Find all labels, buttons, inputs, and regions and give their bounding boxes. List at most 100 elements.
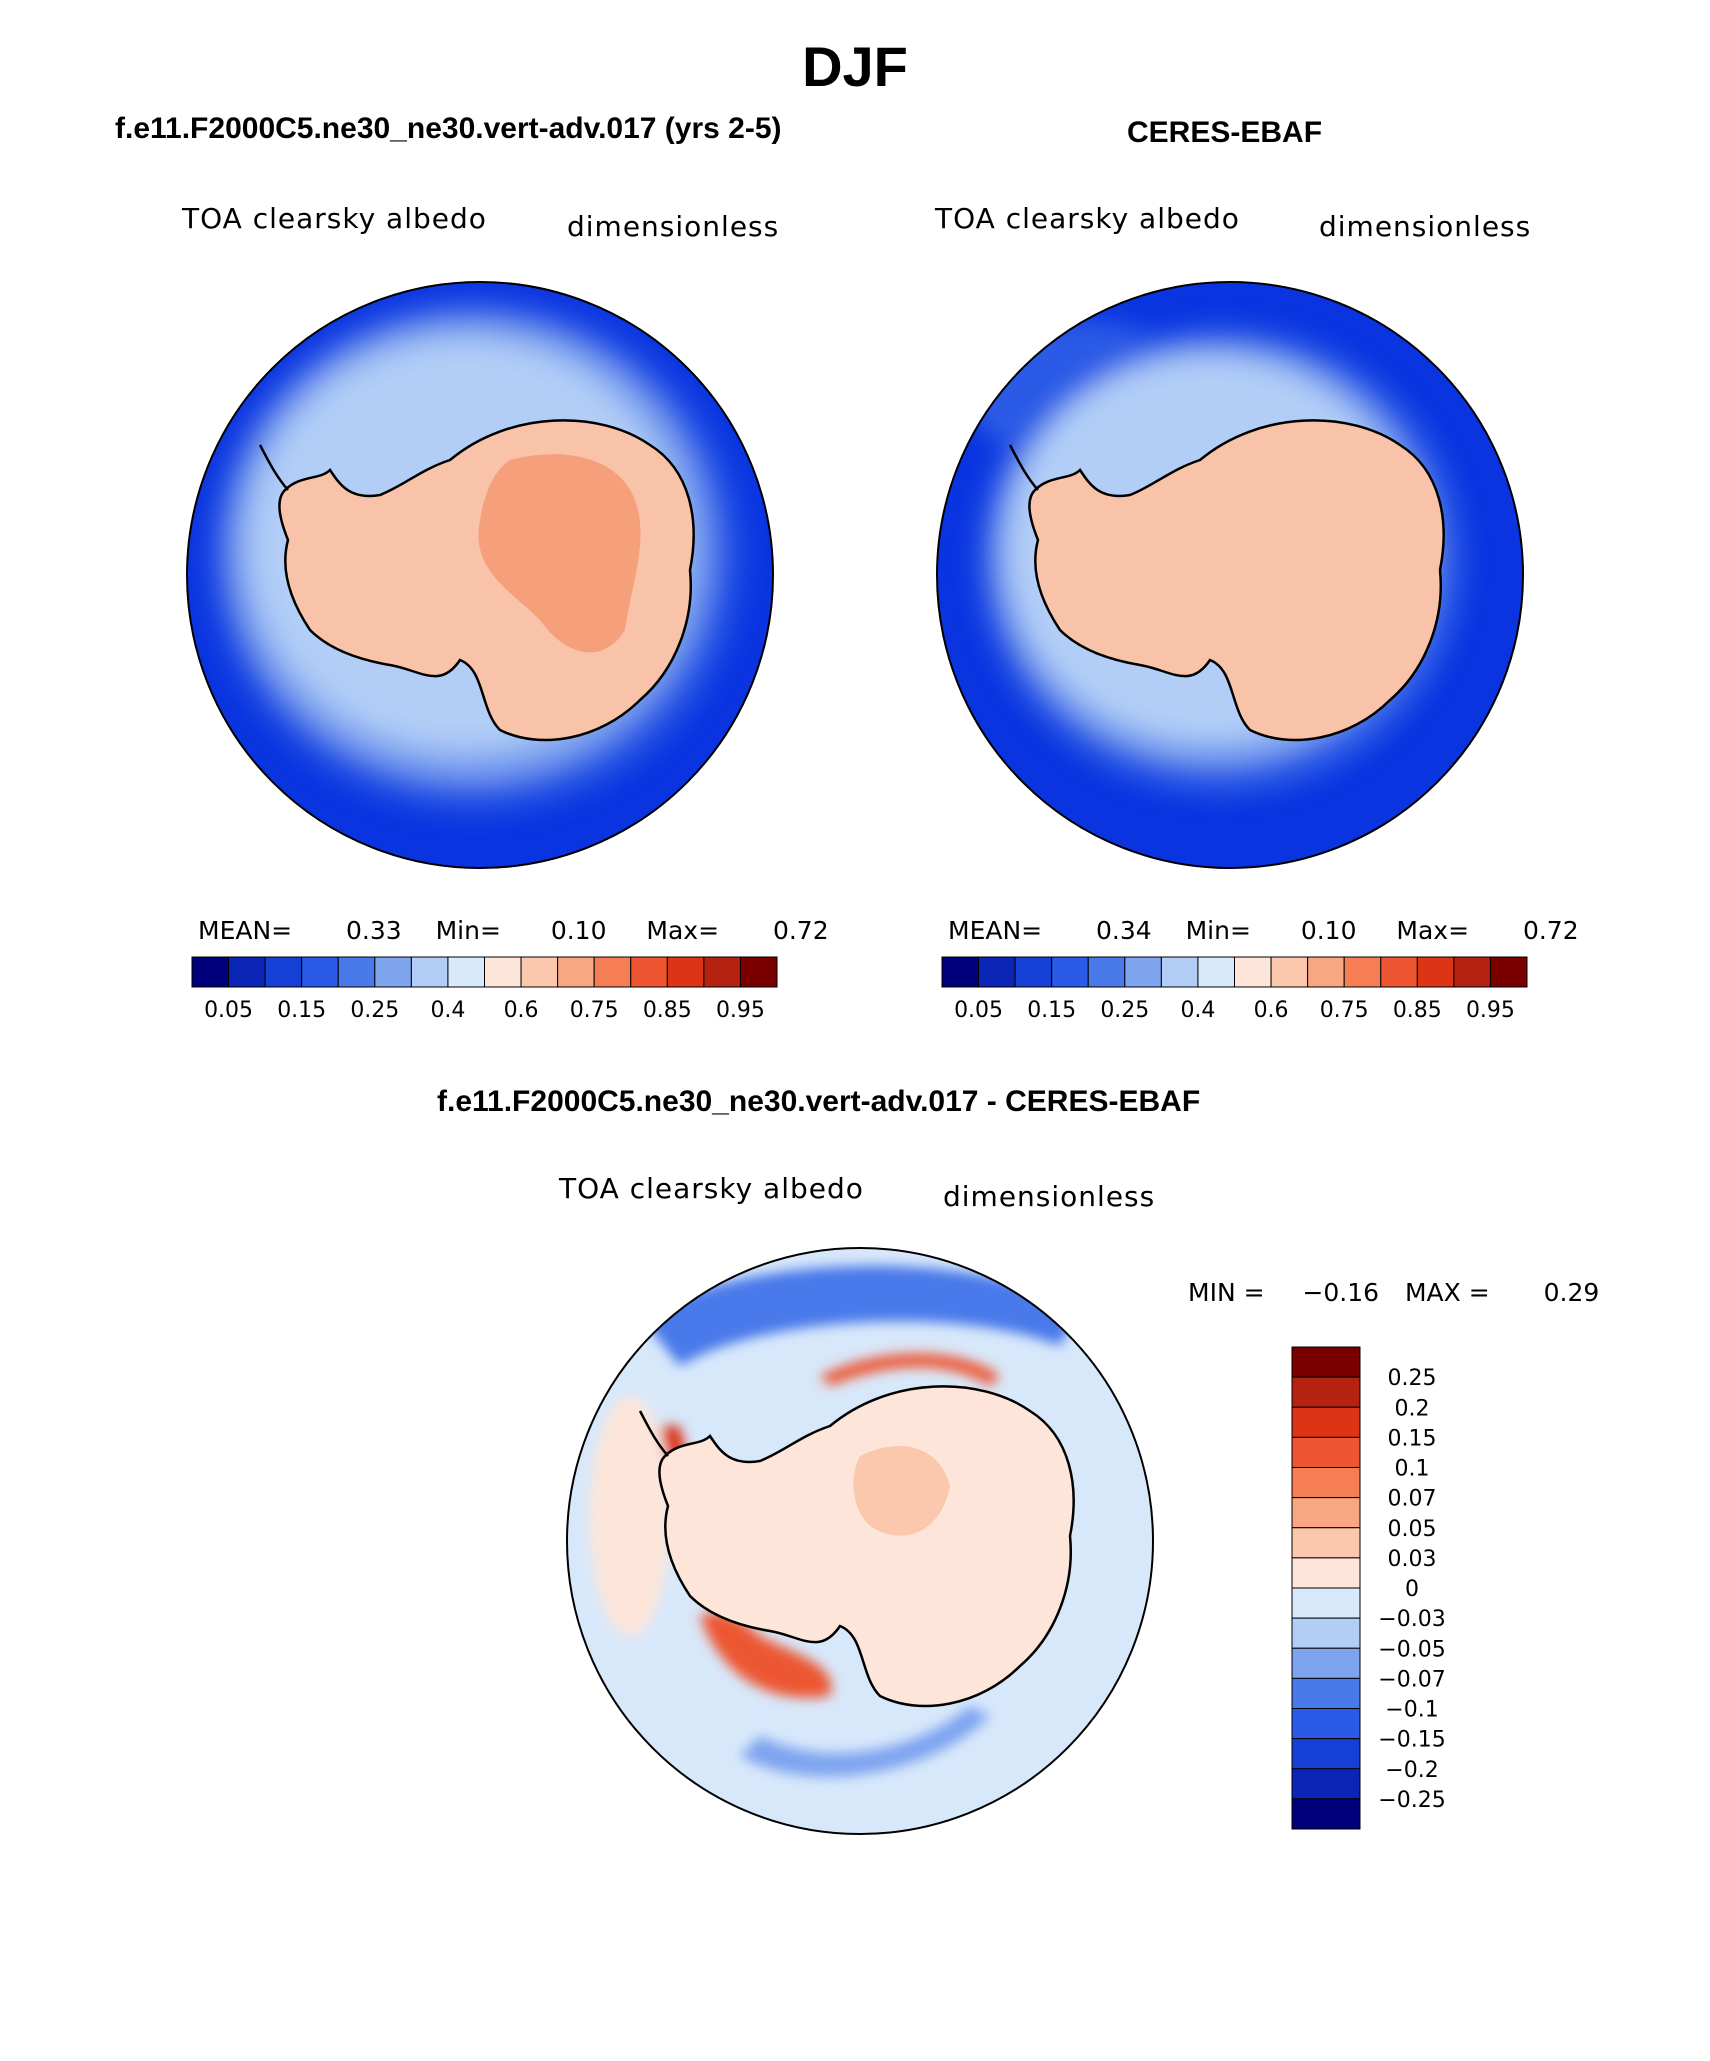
colorbar-swatch	[666, 956, 705, 988]
colorbar-tick-label: 0.03	[1388, 1547, 1437, 1572]
colorbar-tick-label: 0.6	[504, 998, 539, 1023]
colorbar-tick-label: 0.4	[1180, 998, 1215, 1023]
colorbar-tick-label: 0.2	[1395, 1396, 1430, 1421]
colorbar-tick-label: −0.15	[1378, 1728, 1445, 1753]
colorbar-swatch	[1087, 956, 1126, 988]
colorbar-swatch	[1014, 956, 1053, 988]
colorbar-swatch	[1291, 1497, 1361, 1529]
antarctic-peninsula	[258, 444, 289, 491]
colorbar-swatch	[337, 956, 376, 988]
panel2-stats: MEAN= 0.34 Min= 0.10 Max= 0.72	[948, 916, 1579, 945]
colorbar-ceres: 0.05 0.15 0.25 0.4 0.6 0.75 0.85 0.95	[941, 956, 1528, 1023]
colorbar-swatch	[1343, 956, 1382, 988]
colorbar-swatch	[703, 956, 741, 988]
colorbar-tick-label: 0.95	[716, 998, 765, 1023]
colorbar-tick-label: 0.25	[350, 998, 399, 1023]
colorbar-swatch	[410, 956, 449, 988]
colorbar-tick-label: −0.05	[1378, 1637, 1445, 1662]
colorbar-tick-label: 0.6	[1254, 998, 1289, 1023]
panel1-variable: TOA clearsky albedo	[182, 202, 487, 235]
colorbar-swatch	[484, 956, 522, 988]
colorbar-swatch	[1291, 1527, 1361, 1559]
colorbar-swatch	[1291, 1467, 1361, 1499]
panel1-units: dimensionless	[567, 210, 780, 243]
colorbar-swatch	[978, 956, 1016, 988]
colorbar-tick-label: 0.25	[1388, 1366, 1437, 1391]
max-label: Max=	[1396, 916, 1470, 945]
interior-positive-patch	[853, 1446, 950, 1536]
map-border	[186, 281, 774, 869]
colorbar-swatch	[1291, 1738, 1361, 1770]
colorbar-tick-label: 0.15	[1027, 998, 1076, 1023]
east-antarctic-plateau	[478, 454, 641, 653]
map-border	[566, 1247, 1154, 1835]
max-label: MAX =	[1404, 1278, 1490, 1307]
colorbar-tick-label: 0.05	[204, 998, 253, 1023]
mean-value: 0.33	[346, 916, 402, 945]
min-value: 0.10	[550, 916, 607, 945]
colorbar-swatch	[1416, 956, 1455, 988]
colorbar-swatch	[1291, 1557, 1361, 1589]
colorbar-swatch	[1291, 1677, 1361, 1709]
colorbar-tick-label: 0.4	[430, 998, 465, 1023]
colorbar-swatch	[941, 956, 980, 988]
colorbar-swatch	[1291, 1346, 1361, 1378]
colorbar-tick-label: −0.07	[1378, 1667, 1445, 1692]
colorbar-model: 0.05 0.15 0.25 0.4 0.6 0.75 0.85 0.95	[191, 956, 778, 1023]
colorbar-swatch	[374, 956, 412, 988]
min-label: Min=	[435, 916, 501, 945]
negative-band-north	[640, 1265, 1080, 1366]
map-border	[936, 281, 1524, 869]
colorbar-swatch	[1270, 956, 1309, 988]
negative-band-south	[740, 1706, 990, 1777]
panel2-variable: TOA clearsky albedo	[935, 202, 1240, 235]
colorbar-swatch	[1291, 1617, 1361, 1649]
colorbar-swatch	[520, 956, 559, 988]
panel2-title: CERES-EBAF	[1127, 116, 1323, 149]
colorbar-swatch	[1291, 1406, 1361, 1438]
colorbar-swatch	[228, 956, 266, 988]
colorbar-swatch	[1489, 956, 1528, 988]
antarctica-continent	[1028, 419, 1445, 742]
colorbar-tick-label: −0.1	[1385, 1698, 1438, 1723]
colorbar-swatch	[1124, 956, 1162, 988]
colorbar-tick-label: 0.85	[1393, 998, 1442, 1023]
mean-label: MEAN=	[198, 916, 293, 945]
panel2-units: dimensionless	[1319, 210, 1532, 243]
colorbar-swatch	[1291, 1376, 1361, 1408]
colorbar-swatch	[1197, 956, 1235, 988]
colorbar-tick-label: 0.95	[1466, 998, 1515, 1023]
colorbar-swatch	[739, 956, 778, 988]
panel1-stats: MEAN= 0.33 Min= 0.10 Max= 0.72	[198, 916, 829, 945]
map-model	[186, 281, 774, 869]
max-value: 0.72	[1522, 916, 1579, 945]
colorbar-swatch	[1291, 1436, 1361, 1468]
panel3-title: f.e11.F2000C5.ne30_ne30.vert-adv.017 - C…	[437, 1085, 1201, 1118]
colorbar-tick-label: 0.25	[1100, 998, 1149, 1023]
antarctica-continent	[658, 1385, 1075, 1708]
colorbar-swatch	[447, 956, 485, 988]
colorbar-tick-label: 0.07	[1388, 1487, 1437, 1512]
mean-label: MEAN=	[948, 916, 1043, 945]
colorbar-tick-label: −0.25	[1378, 1788, 1445, 1813]
antarctic-peninsula	[1008, 444, 1039, 491]
colorbar-swatch	[1380, 956, 1418, 988]
colorbar-difference: 0.25 0.2 0.15 0.1 0.07 0.05 0.03 0 −0.03 −0.05 −0.…	[1291, 1346, 1446, 1830]
colorbar-swatch	[1160, 956, 1199, 988]
colorbar-tick-label: 0.15	[1388, 1426, 1437, 1451]
min-value: −0.16	[1302, 1278, 1380, 1307]
colorbar-swatch	[301, 956, 339, 988]
positive-band-west	[590, 1396, 670, 1636]
positive-ring-north	[820, 1353, 1000, 1386]
map-ceres	[936, 281, 1524, 869]
colorbar-tick-label: −0.2	[1385, 1758, 1438, 1783]
colorbar-swatch	[557, 956, 595, 988]
panel3-units: dimensionless	[943, 1180, 1156, 1213]
colorbar-swatch	[630, 956, 668, 988]
colorbar-swatch	[264, 956, 303, 988]
colorbar-swatch	[1291, 1768, 1361, 1800]
colorbar-tick-label: 0	[1405, 1577, 1419, 1602]
positive-ross-sea	[700, 1612, 832, 1698]
colorbar-swatch	[593, 956, 632, 988]
colorbar-tick-label: 0.15	[277, 998, 326, 1023]
